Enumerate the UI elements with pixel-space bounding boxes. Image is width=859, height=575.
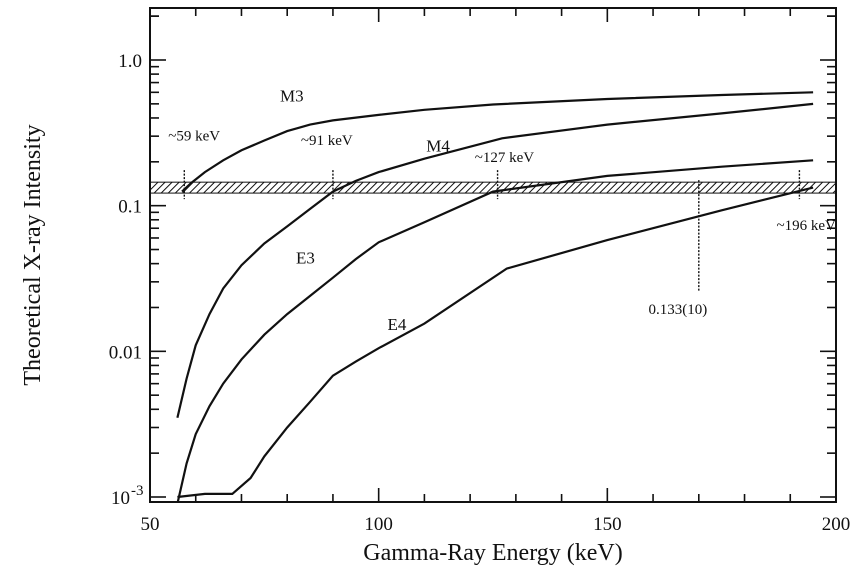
reference-band-group [150, 181, 836, 194]
y-tick-label: 1.0 [118, 51, 142, 72]
curves [176, 91, 814, 502]
series-line-m3 [181, 91, 814, 193]
series-label-m3: M3 [280, 86, 304, 105]
series-line-m4 [176, 102, 814, 418]
threshold-label: ~59 keV [168, 129, 220, 145]
series-line-e4 [177, 186, 814, 499]
x-tick-labels: 50 100 150 200 [141, 514, 851, 535]
x-tick-label: 200 [822, 514, 851, 535]
y-tick-exponent: -3 [131, 483, 144, 499]
x-tick-label: 100 [364, 514, 393, 535]
reference-label: 0.133(10) [648, 302, 707, 318]
y-axis-title: Theoretical X-ray Intensity [20, 124, 46, 385]
annotations: M3 M4 E3 E4 ~59 keV ~91 keV ~127 keV ~196 keV 0.… [168, 86, 836, 334]
x-tick-label: 50 [141, 514, 160, 535]
y-tick-label: 10 [111, 488, 130, 509]
series-label-e4: E4 [388, 315, 407, 334]
reference-band [150, 181, 836, 194]
x-axis-title: Gamma-Ray Energy (keV) [363, 540, 622, 566]
y-tick-labels: 1.0 0.1 0.01 10 -3 [109, 51, 144, 509]
x-tick-label: 150 [593, 514, 622, 535]
threshold-label: ~196 keV [777, 218, 837, 234]
series-label-m4: M4 [426, 137, 450, 156]
y-tick-label: 0.01 [109, 342, 142, 363]
series-line-e3 [176, 159, 814, 502]
threshold-label: ~91 keV [301, 133, 353, 149]
y-tick-label: 0.1 [118, 197, 142, 218]
plot-frame [149, 7, 837, 503]
threshold-label: ~127 keV [475, 150, 535, 166]
series-label-e3: E3 [296, 249, 315, 268]
